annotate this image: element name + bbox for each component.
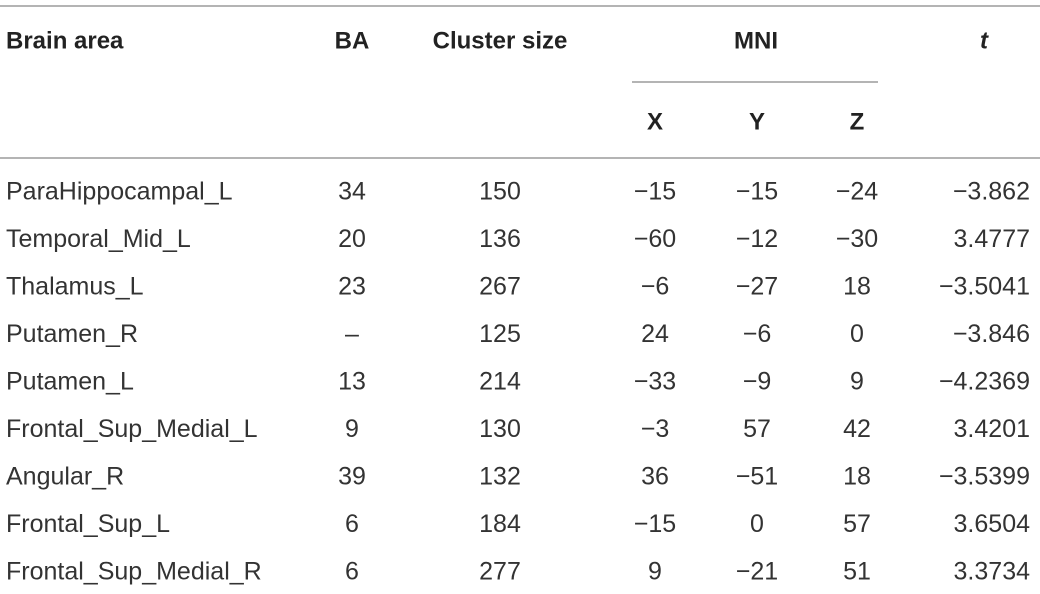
cluster-size: 267 bbox=[479, 273, 521, 301]
column-header: Cluster size bbox=[433, 27, 568, 54]
mni-y: 0 bbox=[750, 510, 764, 538]
mni-y: −51 bbox=[736, 463, 778, 491]
mni-y: −21 bbox=[736, 558, 778, 586]
mni-z: 0 bbox=[850, 320, 864, 348]
column-header: MNI bbox=[734, 27, 778, 54]
brain-area: Temporal_Mid_L bbox=[6, 225, 191, 253]
sub-header: X bbox=[647, 108, 663, 135]
mni-z: 57 bbox=[843, 510, 871, 538]
brain-area: Frontal_Sup_L bbox=[6, 510, 170, 538]
t-value: 3.6504 bbox=[954, 510, 1031, 538]
t-value: −3.5041 bbox=[939, 273, 1030, 301]
ba: 20 bbox=[338, 225, 366, 253]
mni-z: 18 bbox=[843, 273, 871, 301]
cluster-size: 277 bbox=[479, 558, 521, 586]
mni-y: −9 bbox=[743, 368, 772, 396]
mni-z: 18 bbox=[843, 463, 871, 491]
brain-area: ParaHippocampal_L bbox=[6, 178, 233, 206]
mni-x: 24 bbox=[641, 320, 669, 348]
mni-x: 9 bbox=[648, 558, 662, 586]
cluster-size: 125 bbox=[479, 320, 521, 348]
mni-z: −30 bbox=[836, 225, 878, 253]
sub-header: Z bbox=[850, 108, 865, 135]
mni-x: −15 bbox=[634, 178, 676, 206]
t-value: −3.5399 bbox=[939, 463, 1030, 491]
ba: 6 bbox=[345, 558, 359, 586]
ba: – bbox=[345, 320, 359, 348]
mni-x: 36 bbox=[641, 463, 669, 491]
sub-header: Y bbox=[749, 108, 765, 135]
cluster-size: 150 bbox=[479, 178, 521, 206]
ba: 6 bbox=[345, 510, 359, 538]
column-header: Brain area bbox=[6, 27, 124, 54]
mni-y: −12 bbox=[736, 225, 778, 253]
brain-area: Putamen_R bbox=[6, 320, 138, 348]
mni-z: −24 bbox=[836, 178, 879, 206]
t-value: −3.862 bbox=[953, 178, 1030, 206]
mni-y: −6 bbox=[743, 320, 772, 348]
t-value: 3.4201 bbox=[954, 415, 1030, 443]
t-value: −4.2369 bbox=[939, 368, 1030, 396]
brain-area: Frontal_Sup_Medial_L bbox=[6, 415, 258, 443]
brain-area: Angular_R bbox=[6, 463, 124, 491]
brain-area: Thalamus_L bbox=[6, 273, 144, 301]
cluster-size: 184 bbox=[479, 510, 521, 538]
ba: 39 bbox=[338, 463, 366, 491]
cluster-size: 130 bbox=[479, 415, 521, 443]
mni-y: −15 bbox=[736, 178, 778, 206]
mni-x: −6 bbox=[641, 273, 670, 301]
cluster-size: 214 bbox=[479, 368, 521, 396]
ba: 13 bbox=[338, 368, 366, 396]
mni-z: 9 bbox=[850, 368, 864, 396]
brain-area: Frontal_Sup_Medial_R bbox=[6, 558, 262, 586]
mni-x: −15 bbox=[634, 510, 676, 538]
cluster-size: 136 bbox=[479, 225, 521, 253]
column-header: BA bbox=[335, 27, 370, 54]
ba: 9 bbox=[345, 415, 359, 443]
cluster-size: 132 bbox=[479, 463, 521, 491]
ba: 34 bbox=[338, 178, 366, 206]
column-header: t bbox=[980, 27, 989, 54]
t-value: −3.846 bbox=[953, 320, 1030, 348]
mni-x: −60 bbox=[634, 225, 676, 253]
mni-x: −33 bbox=[634, 368, 676, 396]
mni-y: −27 bbox=[736, 273, 778, 301]
brain-area: Putamen_L bbox=[6, 368, 134, 396]
t-value: 3.3734 bbox=[954, 558, 1031, 586]
mni-z: 42 bbox=[843, 415, 871, 443]
t-value: 3.4777 bbox=[954, 225, 1030, 253]
mni-x: −3 bbox=[641, 415, 670, 443]
mni-z: 51 bbox=[843, 558, 871, 586]
mni-y: 57 bbox=[743, 415, 771, 443]
ba: 23 bbox=[338, 273, 366, 301]
